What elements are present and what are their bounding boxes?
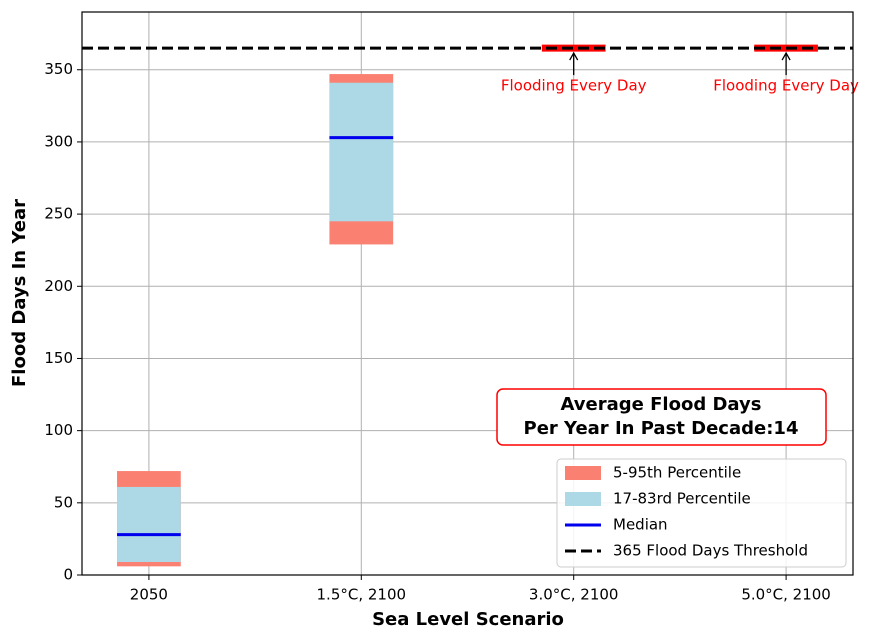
arrow-head (781, 51, 791, 61)
x-tick-label: 5.0°C, 2100 (741, 586, 831, 604)
text-box (496, 388, 827, 446)
y-tick-label: 350 (44, 60, 73, 78)
y-tick-label: 50 (54, 493, 73, 511)
y-tick-label: 100 (44, 421, 73, 439)
y-tick-label: 150 (44, 349, 73, 367)
x-tick-label: 2050 (130, 586, 168, 604)
x-tick-label: 3.0°C, 2100 (529, 586, 619, 604)
legend-box (556, 458, 847, 568)
legend-swatch (565, 492, 601, 506)
y-tick-label: 300 (44, 132, 73, 150)
legend-label: 365 Flood Days Threshold (613, 542, 808, 560)
range-bar (329, 82, 394, 222)
legend-label: 5-95th Percentile (613, 464, 741, 482)
text-box-line: Average Flood Days (561, 394, 762, 415)
annotation: Flooding Every Day (501, 77, 647, 95)
plot-frame (81, 11, 854, 576)
y-tick-label: 200 (44, 277, 73, 295)
arrow-head (569, 51, 579, 61)
x-axis-label: Sea Level Scenario (372, 609, 564, 629)
legend-label: 17-83rd Percentile (613, 490, 751, 508)
y-tick-label: 0 (63, 566, 73, 584)
y-axis-label: Flood Days In Year (9, 199, 30, 387)
legend-label: Median (613, 516, 668, 534)
text-box-line: Per Year In Past Decade:14 (524, 418, 799, 439)
annotation: Flooding Every Day (713, 77, 859, 95)
range-bar (117, 486, 181, 563)
x-tick-label: 1.5°C, 2100 (317, 586, 407, 604)
y-tick-label: 250 (44, 205, 73, 223)
legend-swatch (565, 466, 601, 480)
